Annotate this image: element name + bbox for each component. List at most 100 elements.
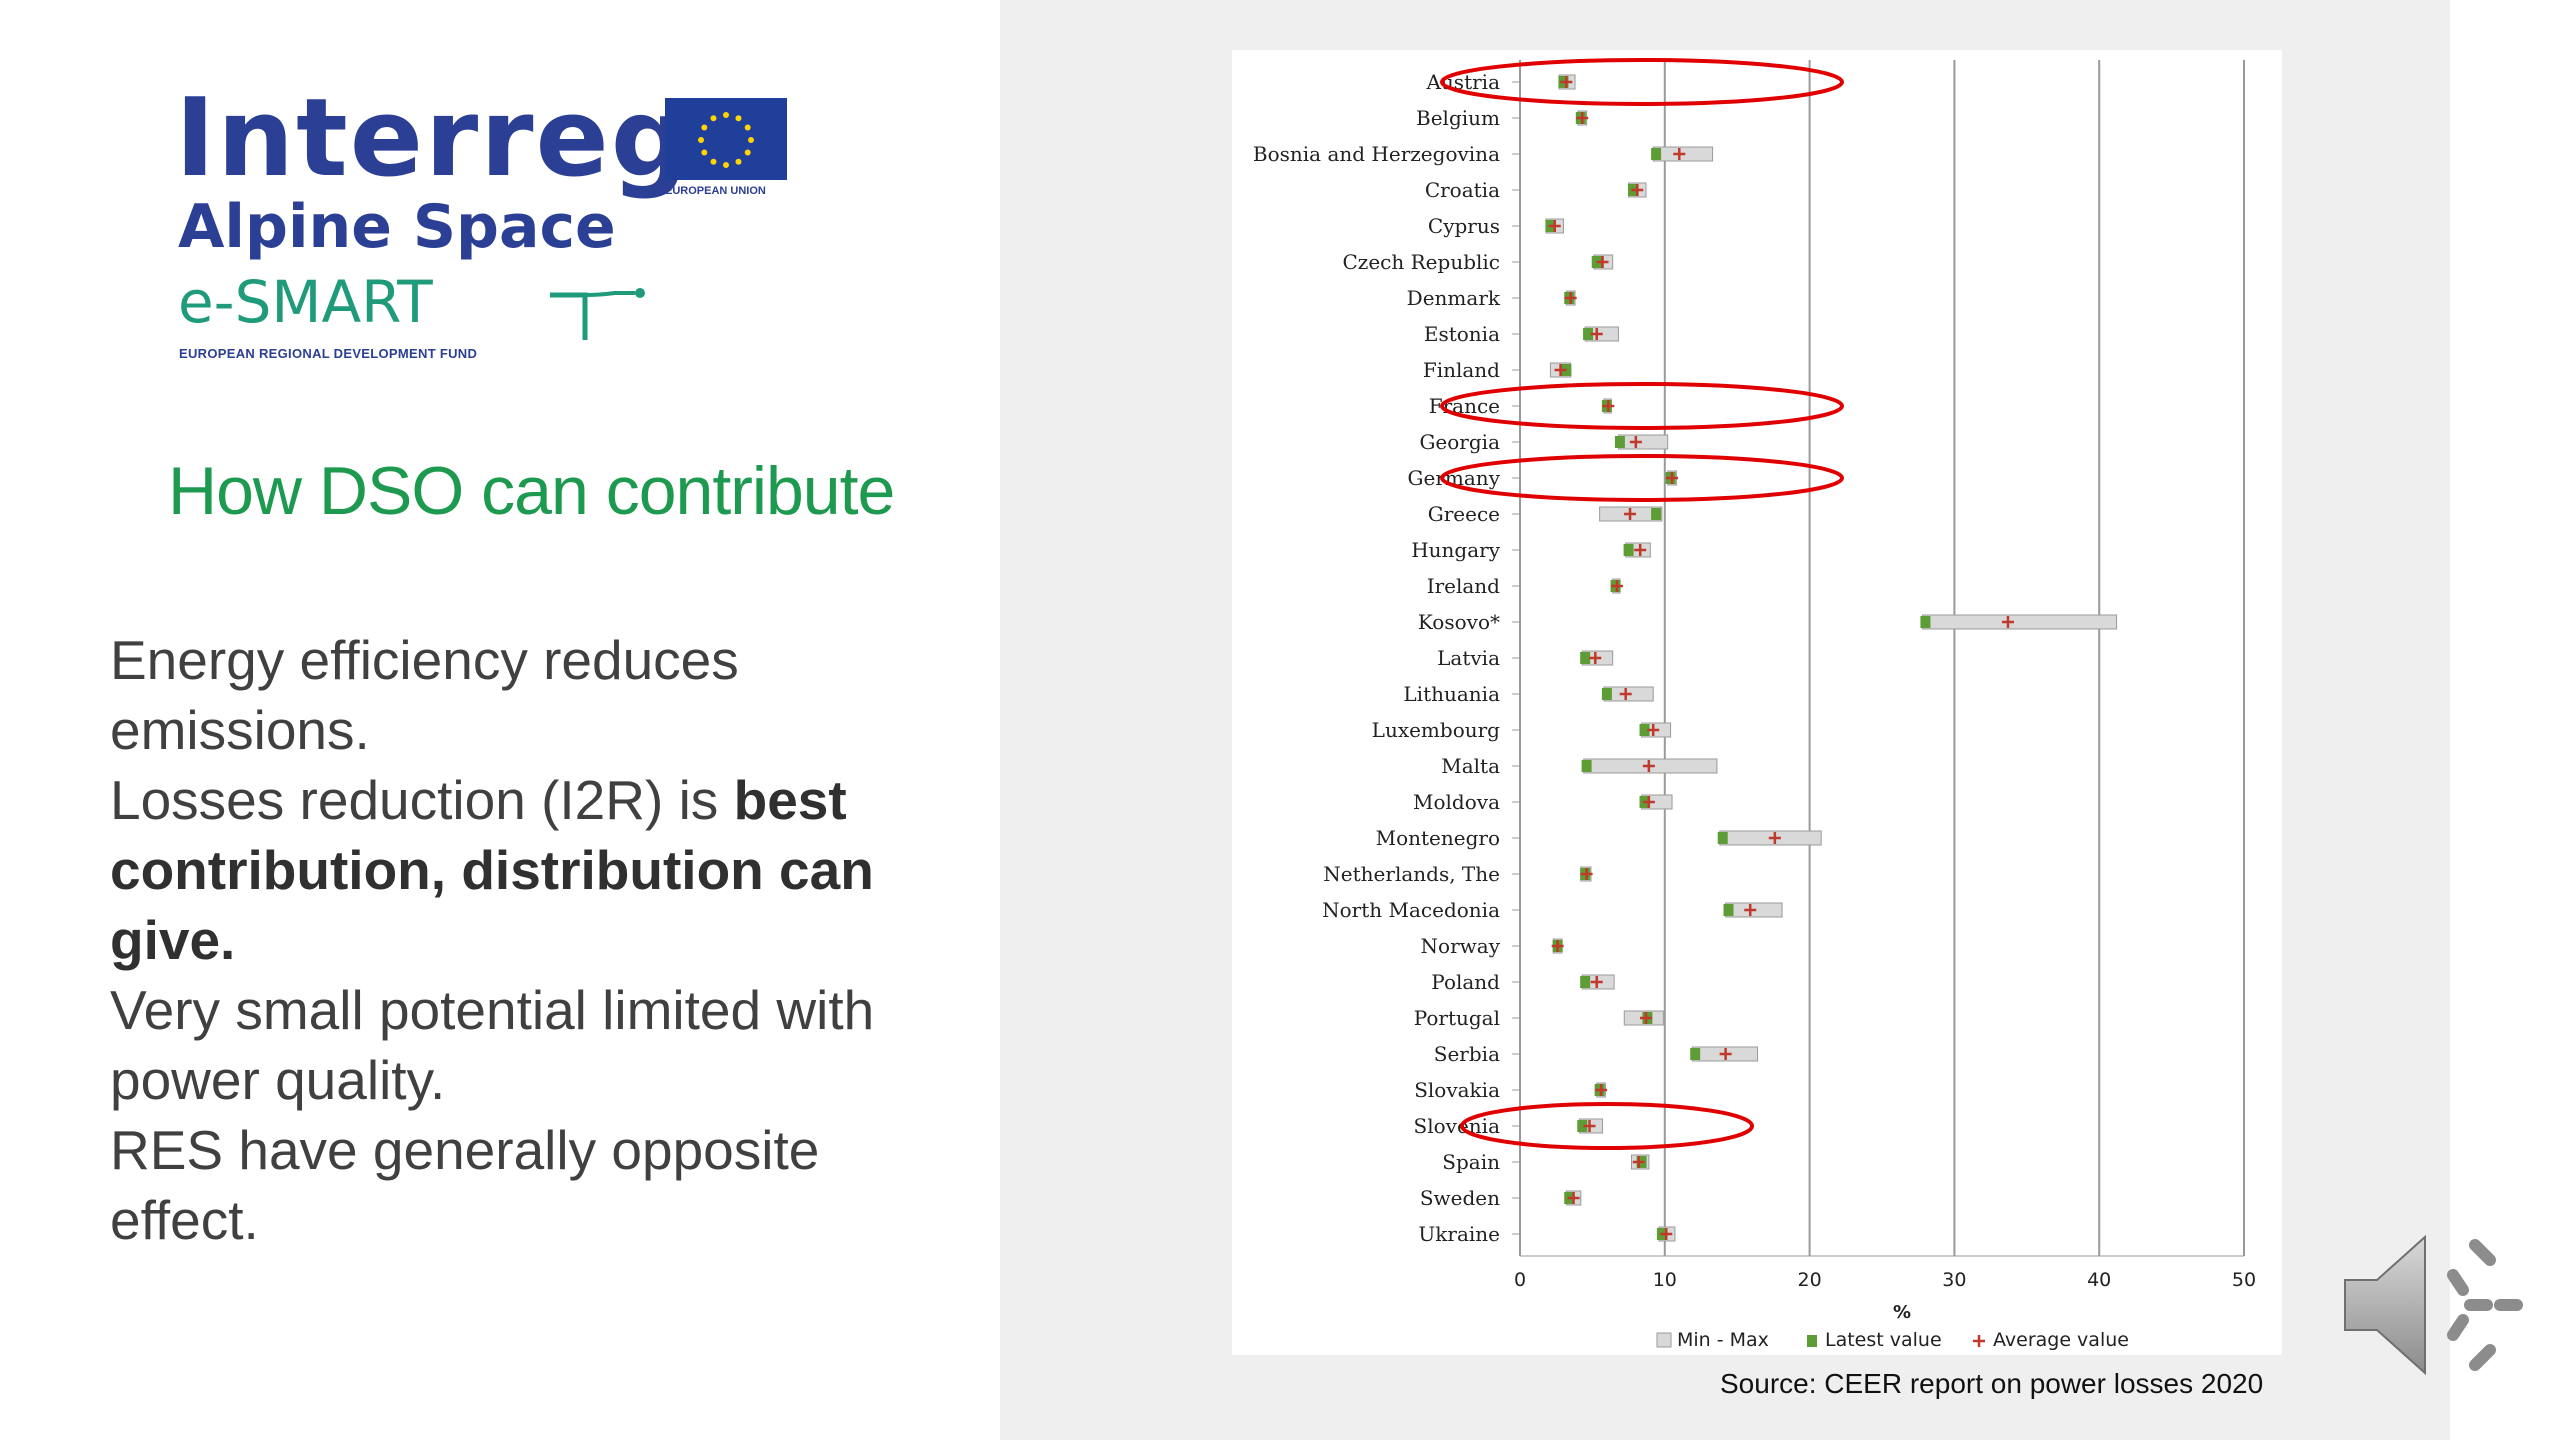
y-tick-label: Lithuania	[1403, 682, 1500, 706]
x-tick-label: 10	[1653, 1269, 1677, 1291]
latest-marker	[1601, 688, 1612, 700]
average-marker	[1632, 1156, 1645, 1168]
y-tick-label: Czech Republic	[1343, 250, 1501, 274]
average-marker	[1576, 112, 1589, 124]
y-tick-label: Netherlands, The	[1323, 862, 1500, 886]
y-tick-label: Croatia	[1425, 178, 1500, 202]
y-tick-label: Latvia	[1437, 646, 1500, 670]
y-tick-label: Finland	[1423, 358, 1500, 382]
y-tick-label: Slovenia	[1414, 1114, 1501, 1138]
y-tick-label: Estonia	[1424, 322, 1500, 346]
average-marker	[1564, 292, 1577, 304]
y-tick-label: Cyprus	[1428, 214, 1500, 238]
logo-project: e-SMART	[178, 268, 433, 336]
legend-swatch-average	[1973, 1335, 1985, 1347]
y-tick-label: Georgia	[1419, 430, 1500, 454]
y-tick-label: Bosnia and Herzegovina	[1253, 142, 1500, 166]
y-tick-label: Sweden	[1420, 1186, 1500, 1210]
average-marker	[1744, 904, 1757, 916]
average-marker	[1589, 652, 1602, 664]
average-marker	[1580, 868, 1593, 880]
latest-marker	[1583, 328, 1594, 340]
average-marker	[1642, 760, 1655, 772]
y-tick-label: Hungary	[1411, 538, 1500, 562]
y-tick-label: Greece	[1428, 502, 1500, 526]
latest-marker	[1651, 508, 1662, 520]
average-marker	[1590, 976, 1603, 988]
x-tick-label: 0	[1514, 1269, 1526, 1291]
body-line-2-regular: Losses reduction (I2R) is	[110, 769, 734, 831]
average-marker	[1567, 1192, 1580, 1204]
average-marker	[2001, 616, 2014, 628]
body-line-2: Losses reduction (I2R) is best contribut…	[110, 765, 970, 975]
highlight-ellipse	[1440, 454, 1844, 502]
latest-marker	[1639, 724, 1650, 736]
average-marker	[1719, 1048, 1732, 1060]
average-marker	[1554, 364, 1567, 376]
highlight-ellipse	[1440, 382, 1844, 430]
logo-brand: Interreg	[175, 76, 691, 201]
latest-marker	[1723, 904, 1734, 916]
logo-fund: EUROPEAN REGIONAL DEVELOPMENT FUND	[179, 346, 478, 361]
latest-marker	[1920, 616, 1931, 628]
average-marker	[1768, 832, 1781, 844]
legend-label-range: Min - Max	[1677, 1329, 1769, 1351]
y-tick-label: Malta	[1441, 754, 1500, 778]
y-tick-label: Moldova	[1413, 790, 1500, 814]
range-bar	[1922, 614, 2118, 630]
average-marker	[1660, 1228, 1673, 1240]
legend-label-latest: Latest value	[1825, 1329, 1942, 1351]
average-marker	[1666, 472, 1679, 484]
body-line-4: RES have generally opposite effect.	[110, 1119, 820, 1251]
y-tick-label: Belgium	[1416, 106, 1500, 130]
interreg-logo: Interreg EUROPEAN UNION Alpine Space e-S…	[175, 85, 805, 375]
average-marker	[1642, 796, 1655, 808]
latest-marker	[1623, 544, 1634, 556]
legend-swatch-range	[1656, 1332, 1672, 1348]
range-bar	[1617, 434, 1669, 450]
highlight-ellipse	[1460, 1102, 1754, 1150]
chart-source: Source: CEER report on power losses 2020	[1720, 1368, 2264, 1399]
average-marker	[1560, 76, 1573, 88]
average-marker	[1629, 436, 1642, 448]
body-line-3: Very small potential limited with power …	[110, 979, 875, 1111]
highlight-ellipse	[1440, 58, 1844, 106]
y-tick-label: North Macedonia	[1322, 898, 1500, 922]
y-tick-label: Ukraine	[1418, 1222, 1500, 1246]
latest-marker	[1717, 832, 1728, 844]
y-tick-label: Slovakia	[1414, 1078, 1500, 1102]
y-tick-label: Norway	[1421, 934, 1501, 958]
average-marker	[1634, 544, 1647, 556]
latest-marker	[1614, 436, 1625, 448]
x-axis-label: %	[1893, 1302, 1911, 1323]
latest-marker	[1580, 976, 1591, 988]
y-tick-label: Spain	[1442, 1150, 1500, 1174]
average-marker	[1619, 688, 1632, 700]
y-tick-label: Portugal	[1414, 1006, 1500, 1030]
y-tick-label: Kosovo*	[1418, 610, 1500, 634]
speaker-volume-icon[interactable]	[2335, 1215, 2525, 1395]
average-marker	[1590, 328, 1603, 340]
latest-marker	[1581, 760, 1592, 772]
average-marker	[1548, 220, 1561, 232]
latest-marker	[1580, 652, 1591, 664]
average-marker	[1624, 508, 1637, 520]
y-tick-label: Luxembourg	[1372, 718, 1501, 742]
average-marker	[1602, 400, 1615, 412]
average-marker	[1639, 1012, 1652, 1024]
x-tick-label: 20	[1798, 1269, 1822, 1291]
average-marker	[1551, 940, 1564, 952]
latest-marker	[1577, 1120, 1588, 1132]
logo-program: Alpine Space	[178, 192, 616, 262]
body-line-1: Energy efficiency reduces emissions.	[110, 629, 739, 761]
legend-swatch-latest	[1807, 1335, 1817, 1347]
x-tick-label: 40	[2087, 1269, 2111, 1291]
average-marker	[1583, 1120, 1596, 1132]
latest-marker	[1690, 1048, 1701, 1060]
y-tick-label: Ireland	[1427, 574, 1500, 598]
eu-flag-icon	[665, 98, 787, 180]
average-marker	[1647, 724, 1660, 736]
average-marker	[1631, 184, 1644, 196]
